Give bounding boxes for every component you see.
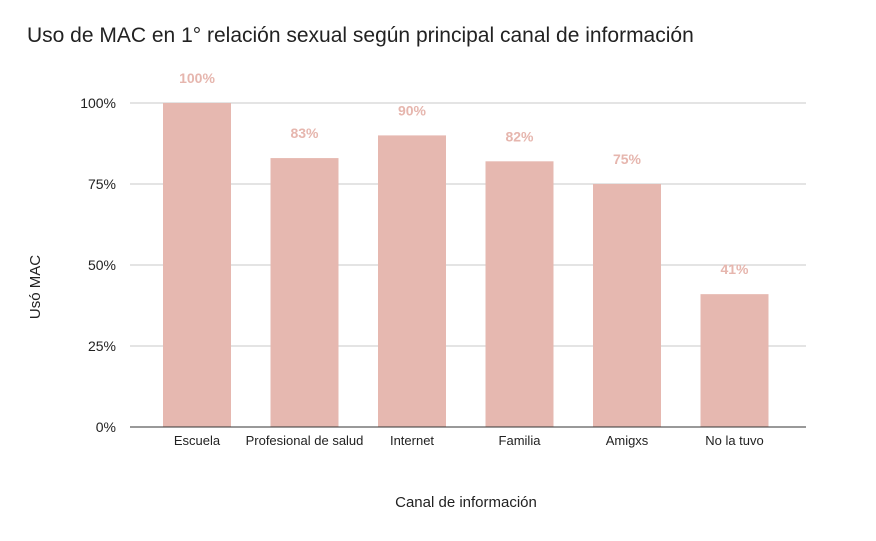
data-label: 83% bbox=[290, 125, 319, 141]
y-tick-label: 75% bbox=[88, 176, 116, 192]
x-tick-label: Escuela bbox=[174, 433, 221, 448]
y-tick-label: 100% bbox=[80, 95, 116, 111]
bar bbox=[270, 158, 339, 427]
data-labels: 100% 83% 90% 82% 75% 41% bbox=[179, 70, 749, 277]
data-label: 100% bbox=[179, 70, 215, 86]
y-axis-ticks: 0% 25% 50% 75% 100% bbox=[80, 95, 116, 435]
x-tick-label: Profesional de salud bbox=[246, 433, 364, 448]
y-axis-title: Usó MAC bbox=[27, 255, 44, 319]
bar bbox=[378, 135, 446, 427]
x-tick-label: No la tuvo bbox=[705, 433, 764, 448]
x-tick-label: Amigxs bbox=[606, 433, 649, 448]
y-tick-label: 50% bbox=[88, 257, 116, 273]
chart-title: Uso de MAC en 1° relación sexual según p… bbox=[27, 24, 694, 47]
bar bbox=[485, 161, 554, 427]
bars bbox=[163, 103, 769, 427]
y-tick-label: 25% bbox=[88, 338, 116, 354]
data-label: 75% bbox=[613, 151, 642, 167]
data-label: 82% bbox=[505, 128, 534, 144]
x-tick-label: Internet bbox=[390, 433, 434, 448]
bar bbox=[700, 294, 769, 427]
data-label: 41% bbox=[720, 261, 749, 277]
bar bbox=[593, 184, 661, 427]
x-axis-categories: Escuela Profesional de salud Internet Famil… bbox=[174, 433, 764, 448]
data-label: 90% bbox=[398, 102, 427, 118]
x-axis-title: Canal de información bbox=[395, 494, 537, 511]
bar bbox=[163, 103, 231, 427]
y-tick-label: 0% bbox=[96, 419, 116, 435]
gridlines bbox=[130, 102, 806, 347]
x-tick-label: Familia bbox=[499, 433, 542, 448]
